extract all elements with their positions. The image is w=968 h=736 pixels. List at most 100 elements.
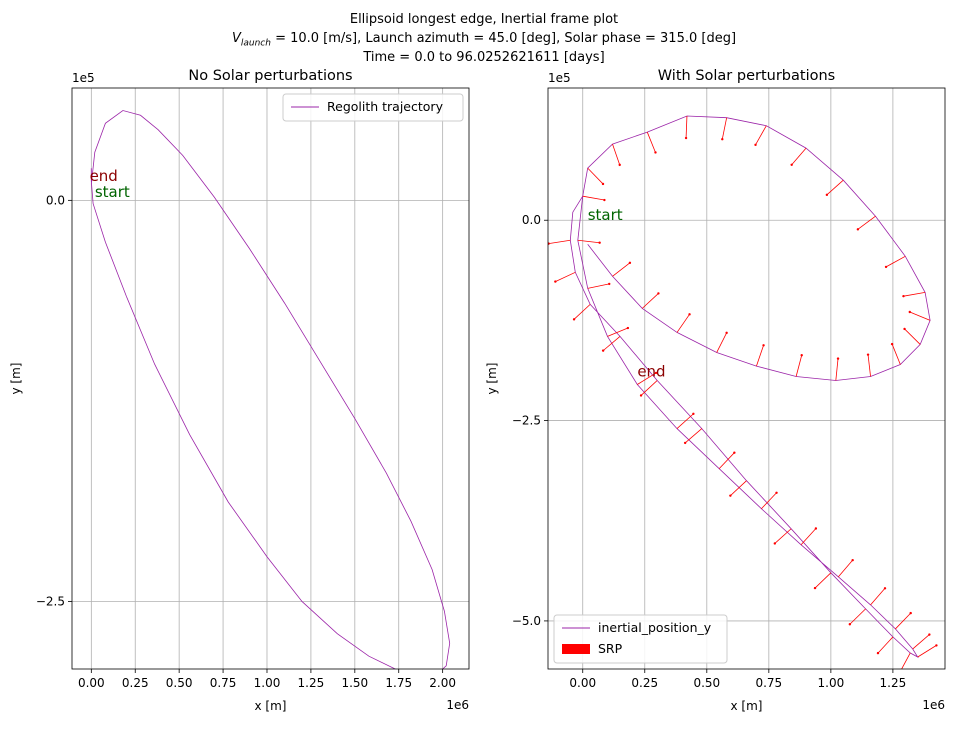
srp-arrow <box>587 167 604 185</box>
srp-arrow-head <box>848 623 852 626</box>
srp-arrow <box>835 358 839 381</box>
srp-arrows <box>548 116 938 669</box>
y-tick-label: −2.5 <box>36 595 65 609</box>
srp-arrow-head <box>754 143 757 147</box>
srp-arrow <box>582 195 605 201</box>
srp-arrow-head <box>825 193 829 197</box>
srp-arrow-head <box>813 586 817 590</box>
srp-arrow <box>755 125 767 146</box>
srp-arrow <box>587 283 610 289</box>
srp-arrow <box>716 332 727 353</box>
srp-arrow-head <box>762 344 765 347</box>
annotation-start: start <box>588 206 623 224</box>
legend: Regolith trajectory <box>282 93 464 122</box>
srp-arrow <box>849 608 866 625</box>
srp-arrow <box>838 559 853 578</box>
srp-arrow <box>684 428 703 444</box>
srp-arrow-head <box>790 163 793 166</box>
srp-arrow-head <box>908 310 911 314</box>
figure-title-line2: Vlaunch = 10.0 [m/s], Launch azimuth = 4… <box>0 31 968 49</box>
srp-arrow <box>721 117 728 140</box>
legend-box <box>282 93 464 122</box>
x-tick-label: 1.25 <box>298 676 325 690</box>
srp-arrow-head <box>628 261 632 265</box>
srp-arrow <box>548 239 571 245</box>
srp-arrow <box>895 612 911 630</box>
x-tick-label: 1.25 <box>880 676 907 690</box>
trajectory-line <box>569 115 931 659</box>
srp-arrow-head <box>639 394 643 397</box>
srp-arrow-head <box>903 327 906 331</box>
srp-arrow-head <box>572 318 576 321</box>
x-tick-label: 1.50 <box>341 676 368 690</box>
y-offset-label: 1e5 <box>72 71 95 85</box>
srp-arrow <box>730 480 747 496</box>
srp-arrow <box>857 215 876 230</box>
plot-frame <box>71 87 470 670</box>
srp-arrow-head <box>721 138 724 141</box>
srp-arrow <box>912 634 930 650</box>
srp-arrow <box>791 147 807 166</box>
figure-title-line1: Ellipsoid longest edge, Inertial frame p… <box>349 12 619 27</box>
x-tick-label: 0.50 <box>693 676 720 690</box>
x-tick-label: 0.50 <box>166 676 193 690</box>
plot-frame <box>547 87 946 670</box>
srp-arrow-head <box>684 136 688 140</box>
srp-arrow-head <box>654 371 658 375</box>
x-tick-label: 2.00 <box>429 676 456 690</box>
annotation-start: start <box>95 183 130 201</box>
srp-arrow-head <box>688 313 691 316</box>
srp-arrow <box>909 311 931 321</box>
srp-arrow <box>814 572 832 589</box>
srp-arrow <box>642 293 659 309</box>
legend-box <box>553 614 728 664</box>
y-tick-label: 0.0 <box>522 213 541 227</box>
srp-arrow-head <box>654 151 657 154</box>
v-symbol: V <box>231 31 241 46</box>
srp-arrow-head <box>800 354 803 357</box>
srp-arrow <box>774 528 792 544</box>
srp-arrow-head <box>548 242 550 245</box>
x-tick-label: 1.75 <box>385 676 412 690</box>
plot-title: No Solar perturbations <box>188 68 352 84</box>
srp-arrow-head <box>773 542 777 545</box>
srp-arrow <box>901 652 911 669</box>
srp-arrow <box>573 304 591 320</box>
srp-arrow <box>637 372 657 385</box>
y-axis-label: y [m] <box>9 363 23 395</box>
legend-swatch-patch <box>562 644 590 654</box>
x-tick-label: 0.25 <box>631 676 658 690</box>
srp-arrow <box>795 355 803 377</box>
srp-arrow <box>577 239 600 244</box>
legend-label: SRP <box>598 641 623 656</box>
plot-panel-1: 0.00 0.25 0.50 0.75 1.00 1.25 1.50 1.75 2.00 0.0 −… <box>9 68 470 713</box>
srp-arrow-head <box>851 558 854 562</box>
srp-arrow <box>676 413 694 429</box>
srp-arrow-head <box>733 451 736 454</box>
y-tick-label: −2.5 <box>512 414 541 428</box>
srp-arrow <box>602 336 621 351</box>
srp-arrow <box>646 131 656 153</box>
srp-arrow <box>612 143 621 166</box>
srp-arrow-head <box>836 357 840 360</box>
srp-arrow-head <box>902 294 905 298</box>
srp-arrow-head <box>935 644 938 647</box>
srp-arrow <box>640 380 658 396</box>
srp-arrow-head <box>603 198 606 202</box>
x-tick-label: 0.00 <box>78 676 105 690</box>
srp-arrow <box>555 271 576 282</box>
y-axis-label: y [m] <box>485 363 499 395</box>
plot-title: With Solar perturbations <box>658 68 835 84</box>
x-tick-label: 0.75 <box>210 676 237 690</box>
srp-arrow-head <box>601 182 605 186</box>
srp-arrow <box>877 636 894 654</box>
x-tick-label: 1.00 <box>254 676 281 690</box>
srp-arrow <box>761 492 777 509</box>
srp-arrow-head <box>775 491 778 494</box>
srp-arrow-head <box>601 349 605 352</box>
x-tick-label: 0.75 <box>755 676 782 690</box>
srp-arrow-head <box>729 494 732 497</box>
srp-arrow-head <box>725 331 728 335</box>
x-offset-label: 1e6 <box>446 698 469 712</box>
srp-arrow-head <box>598 241 601 244</box>
